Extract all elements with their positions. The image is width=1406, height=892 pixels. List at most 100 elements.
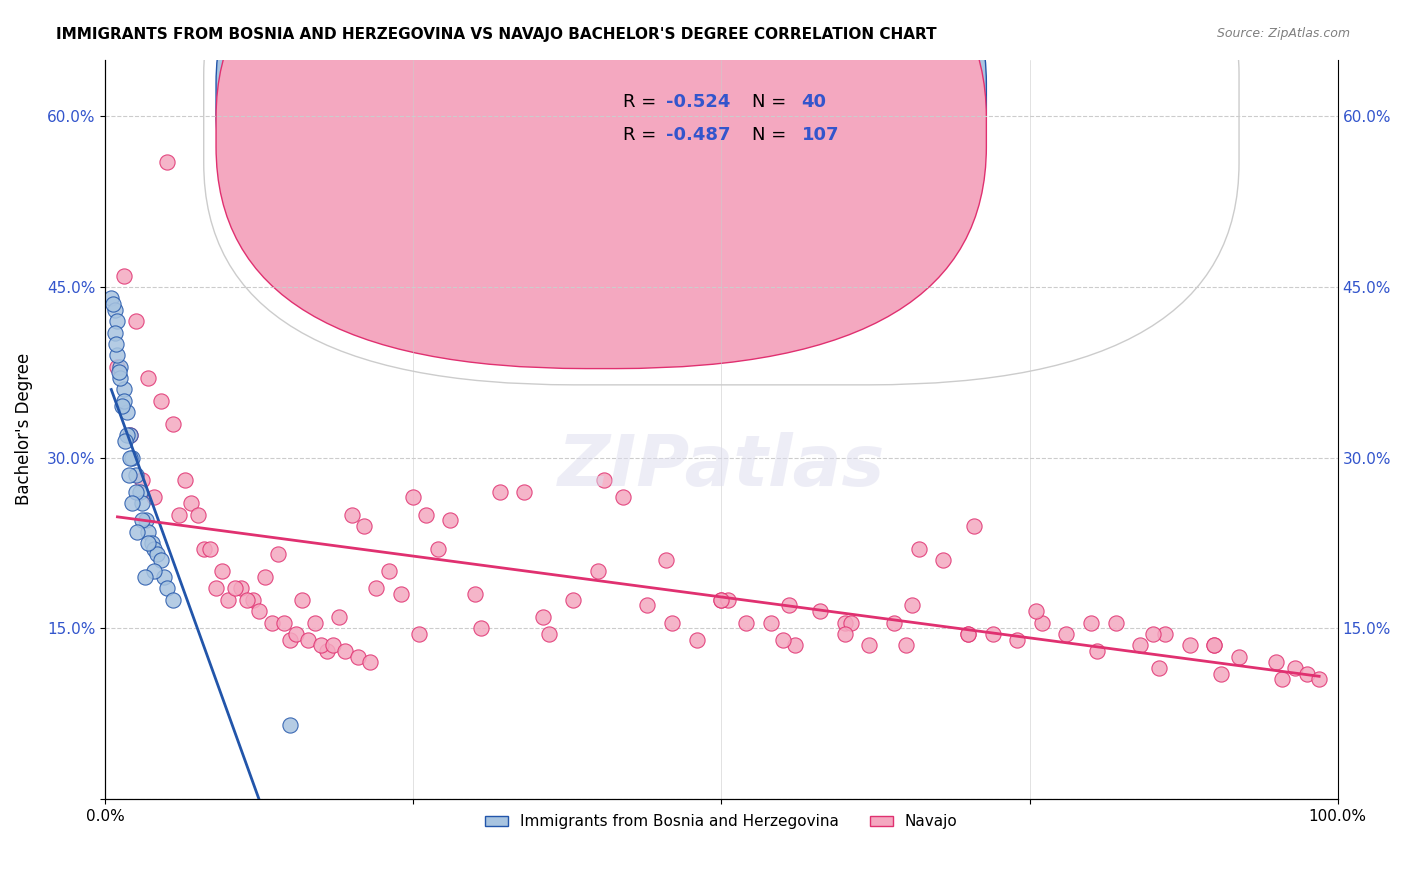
Point (636, 599, 658, 613)
Point (112, 393, 135, 408)
Point (1154, 627, 1177, 641)
Point (224, 582, 246, 596)
Point (107, 365, 129, 379)
Point (104, 302, 127, 317)
Text: ZIPatlas: ZIPatlas (558, 432, 884, 500)
Point (335, 644, 357, 658)
Point (316, 644, 339, 658)
Point (686, 632, 709, 647)
Point (193, 541, 215, 556)
Point (162, 417, 184, 431)
Point (883, 615, 905, 630)
Point (834, 615, 856, 630)
Point (254, 570, 277, 584)
Point (114, 434, 136, 448)
Point (278, 632, 301, 647)
Point (242, 592, 264, 607)
Point (956, 627, 979, 641)
Point (839, 615, 862, 630)
Point (415, 508, 437, 522)
Point (156, 582, 179, 596)
Point (117, 467, 139, 482)
Point (291, 592, 314, 607)
Point (107, 359, 129, 374)
Text: N =: N = (752, 126, 792, 145)
Point (278, 718, 301, 732)
Point (1105, 615, 1128, 630)
Point (322, 638, 344, 652)
Point (439, 513, 461, 527)
Text: R =: R = (623, 93, 662, 111)
Point (1308, 673, 1330, 687)
Point (117, 405, 139, 419)
Point (247, 604, 270, 618)
Point (858, 638, 880, 652)
Point (260, 615, 283, 630)
Point (531, 610, 554, 624)
Point (562, 592, 585, 607)
Point (735, 615, 758, 630)
Point (1227, 649, 1250, 664)
Point (932, 553, 955, 567)
Point (149, 393, 172, 408)
Point (1147, 661, 1170, 675)
Point (785, 638, 807, 652)
Point (1209, 666, 1232, 681)
Point (156, 155, 179, 169)
Text: Source: ZipAtlas.com: Source: ZipAtlas.com (1216, 27, 1350, 40)
Point (661, 615, 683, 630)
Legend: Immigrants from Bosnia and Herzegovina, Navajo: Immigrants from Bosnia and Herzegovina, … (479, 808, 963, 836)
Point (1284, 661, 1306, 675)
Point (1271, 673, 1294, 687)
Point (1056, 627, 1078, 641)
Point (118, 428, 141, 442)
Point (1265, 656, 1288, 670)
Point (128, 484, 150, 499)
Point (716, 592, 738, 607)
Point (981, 627, 1004, 641)
FancyBboxPatch shape (204, 0, 1239, 384)
Point (304, 615, 326, 630)
Point (1295, 666, 1317, 681)
Point (134, 570, 156, 584)
Text: N =: N = (752, 93, 792, 111)
Point (108, 371, 131, 385)
Point (118, 450, 141, 465)
Point (377, 565, 399, 579)
Point (285, 627, 308, 641)
Point (107, 314, 129, 328)
Point (108, 359, 131, 374)
Point (136, 371, 159, 385)
Point (266, 547, 288, 561)
Point (121, 450, 143, 465)
Point (118, 428, 141, 442)
Text: IMMIGRANTS FROM BOSNIA AND HERZEGOVINA VS NAVAJO BACHELOR'S DEGREE CORRELATION C: IMMIGRANTS FROM BOSNIA AND HERZEGOVINA V… (56, 27, 936, 42)
Point (143, 541, 166, 556)
Point (236, 592, 259, 607)
Point (586, 565, 609, 579)
Point (956, 627, 979, 641)
Point (470, 621, 492, 635)
Point (901, 599, 924, 613)
Point (273, 615, 295, 630)
Point (1080, 615, 1102, 630)
Point (180, 496, 202, 510)
Point (135, 513, 157, 527)
Point (593, 474, 616, 488)
Point (907, 541, 929, 556)
Point (167, 508, 190, 522)
Point (105, 337, 128, 351)
Point (125, 314, 148, 328)
Text: -0.487: -0.487 (666, 126, 730, 145)
Text: 107: 107 (801, 126, 839, 145)
Point (198, 541, 221, 556)
Text: -0.524: -0.524 (666, 93, 730, 111)
Point (187, 508, 209, 522)
Point (710, 592, 733, 607)
Point (808, 604, 831, 618)
Point (488, 484, 510, 499)
Point (131, 474, 153, 488)
Point (1204, 638, 1226, 652)
Point (217, 592, 239, 607)
Point (229, 582, 252, 596)
